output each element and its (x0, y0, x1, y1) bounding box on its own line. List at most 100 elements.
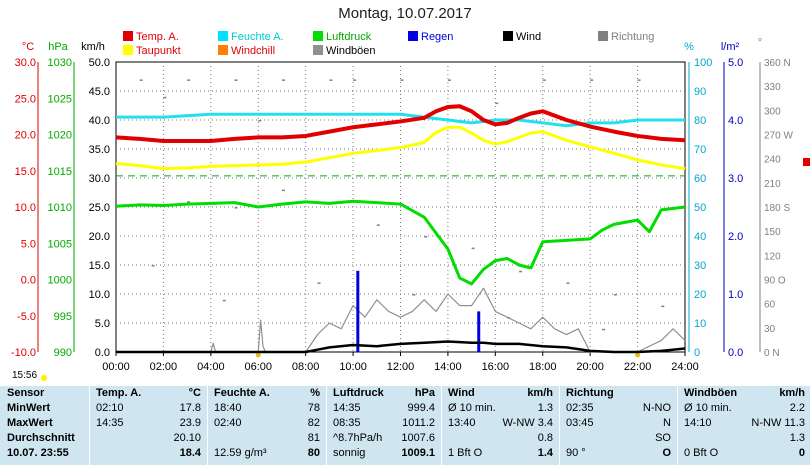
legend-item-2: Luftdruck (313, 31, 371, 44)
panel-row: 02:40 82 (214, 417, 320, 429)
legend-swatch (408, 31, 418, 41)
rain-tick: 0.0 (728, 347, 743, 359)
temp-tick: 20.0 (15, 130, 36, 142)
panel-row: SO (655, 432, 671, 444)
panel-row: 13:40 W-NW 3.4 (448, 417, 553, 429)
direction-dot (412, 294, 416, 296)
pct-tick: 50 (694, 202, 706, 214)
legend-item-3: Regen (408, 31, 453, 44)
panel-row: 02:10 17.8 (96, 402, 201, 414)
kmh-tick: 0.0 (95, 347, 110, 359)
panel-row: 18.4 (179, 447, 201, 459)
panel-column-gust: Windböen km/h Ø 10 min. 2.2 14:10 N-NW 11.3 1.… (684, 386, 809, 465)
x-tick: 08:00 (292, 361, 320, 373)
panel-separator (89, 386, 90, 465)
legend-item-1: Feuchte A. (218, 31, 284, 44)
pct-tick: 20 (694, 289, 706, 301)
legend-swatch (218, 31, 228, 41)
series-dewpoint (115, 125, 686, 171)
direction-dot (258, 120, 262, 122)
direction-dot (222, 299, 226, 302)
deg-tick: 30 (764, 324, 776, 335)
sun-marker (255, 352, 261, 358)
pct-tick: 0 (694, 347, 700, 359)
kmh-tick: 35.0 (89, 144, 110, 156)
deg-tick: 180 S (764, 203, 790, 214)
kmh-tick: 15.0 (89, 260, 110, 272)
x-tick: 14:00 (434, 361, 462, 373)
panel-row: Ø 10 min. 1.3 (448, 402, 553, 414)
sun-icon (41, 375, 47, 381)
pct-tick: 40 (694, 231, 706, 243)
x-tick: 24:00 (671, 361, 699, 373)
temp-tick: -10.0 (11, 347, 36, 359)
panel-row: MinWert (7, 402, 51, 414)
pct-tick: 90 (694, 86, 706, 98)
kmh-tick: 30.0 (89, 173, 110, 185)
legend-item-4: Wind (503, 31, 541, 44)
rain-tick: 1.0 (728, 289, 743, 301)
panel-row: 0.8 (537, 432, 553, 444)
panel-header: Sensor (7, 387, 45, 399)
kmh-tick: 50.0 (89, 57, 110, 69)
hpa-tick: 1000 (48, 275, 72, 287)
panel-column-wind: Wind km/h Ø 10 min. 1.3 13:40 W-NW 3.4 0.8 1 Bf… (448, 386, 557, 465)
panel-column-dir: Richtung 02:35 N-NO 03:45 N SO 90 ° O (566, 386, 675, 465)
x-tick: 16:00 (482, 361, 510, 373)
chart-canvas: °C hPa km/h% l/m² ° 30.0 25.0 20.0 15.0 10.0 5.0 0.… (11, 37, 810, 381)
temp-tick: 15.0 (15, 166, 36, 178)
direction-dot (187, 79, 191, 81)
x-tick: 22:00 (624, 361, 652, 373)
panel-row: 10.07. 23:55 (7, 447, 69, 459)
series-temperature (115, 104, 686, 144)
kmh-tick: 45.0 (89, 86, 110, 98)
x-tick: 06:00 (244, 361, 272, 373)
direction-dot (329, 79, 333, 81)
pct-tick: 80 (694, 115, 706, 127)
direction-dot (519, 270, 523, 273)
panel-row: Durchschnitt (7, 432, 75, 444)
series-wind (116, 340, 686, 354)
legend-label: Wind (516, 31, 542, 43)
direction-dot (637, 79, 641, 81)
legend-item-8: Windböen (313, 45, 376, 58)
rain-tick: 5.0 (728, 57, 743, 69)
direction-dot (151, 265, 155, 267)
legend-swatch (313, 45, 323, 55)
series-pressure (115, 199, 686, 286)
direction-dot (471, 247, 475, 250)
kmh-tick: 40.0 (89, 115, 110, 127)
current-time-label: 15:56 (12, 370, 38, 381)
panel-separator (559, 386, 560, 465)
panel-row: 18:40 78 (214, 402, 320, 414)
panel-header: Wind km/h (448, 387, 553, 399)
panel-row: 81 (307, 432, 320, 444)
x-tick: 02:00 (150, 361, 178, 373)
panel-row: ^8.7hPa/h 1007.6 (333, 432, 435, 444)
panel-row: 08:35 1011.2 (333, 417, 435, 429)
panel-column-sensor: Sensor MinWert MaxWert Durchschnitt 10.07. 2… (7, 386, 87, 465)
sun-marker (635, 352, 641, 358)
panel-separator (326, 386, 327, 465)
direction-dot (566, 282, 570, 284)
panel-row: 14:10 N-NW 11.3 (684, 417, 805, 429)
deg-tick: 90 O (764, 276, 786, 287)
panel-header: Temp. A. °C (96, 387, 201, 399)
direction-dot (234, 207, 238, 209)
hpa-tick: 1025 (48, 93, 72, 105)
direction-dot (281, 189, 285, 192)
panel-row: 12.59 g/m³ 80 (214, 447, 320, 459)
panel-row: sonnig 1009.1 (333, 447, 435, 459)
rain-bar (477, 311, 481, 352)
deg-tick: 210 (764, 179, 781, 190)
panel-row: 03:45 N (566, 417, 671, 429)
direction-dot (400, 79, 404, 81)
deg-tick: 60 (764, 300, 776, 311)
panel-separator (207, 386, 208, 465)
series-gusts (116, 287, 686, 353)
statistics-panel: Sensor MinWert MaxWert Durchschnitt 10.07. 2… (0, 386, 810, 465)
temp-unit: °C (22, 41, 34, 53)
deg-tick: 120 (764, 251, 781, 262)
direction-dot (542, 79, 546, 81)
legend-label: Luftdruck (326, 31, 372, 43)
